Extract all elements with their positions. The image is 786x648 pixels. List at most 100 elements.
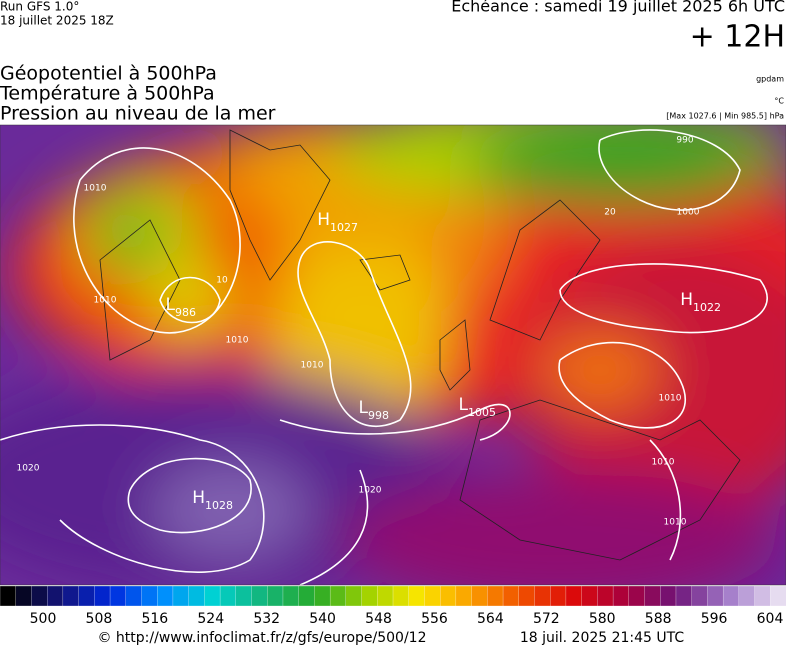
- isobar-label: 1010: [301, 361, 324, 371]
- lead-time: + 12H: [690, 20, 785, 55]
- color-swatch: [738, 585, 756, 607]
- color-swatch: [644, 585, 661, 607]
- isobar-label: 1010: [226, 336, 249, 346]
- isobar-label: 1010: [94, 296, 117, 306]
- color-swatch: [471, 585, 488, 607]
- color-swatch: [157, 585, 174, 607]
- field-label: Température à 500hPa: [0, 83, 215, 105]
- color-swatch: [62, 585, 80, 607]
- center-value: 998: [368, 409, 389, 422]
- color-swatch: [188, 585, 206, 607]
- color-swatch: [440, 585, 457, 607]
- colorbar-tick: 604: [757, 611, 784, 627]
- color-swatch: [282, 585, 300, 607]
- generated-time: 18 juil. 2025 21:45 UTC: [520, 630, 685, 646]
- center-letter: L: [459, 395, 469, 415]
- color-swatch: [424, 585, 441, 607]
- color-swatch: [597, 585, 614, 607]
- color-swatch: [518, 585, 536, 607]
- color-swatch: [298, 585, 316, 607]
- color-swatch: [770, 585, 786, 607]
- unit-label: gpdam: [756, 75, 784, 84]
- color-swatch: [628, 585, 646, 607]
- color-swatch: [204, 585, 221, 607]
- color-swatch: [377, 585, 394, 607]
- color-swatch: [251, 585, 268, 607]
- color-swatch: [754, 585, 771, 607]
- color-swatch: [125, 585, 143, 607]
- run-date: 18 juillet 2025 18Z: [0, 14, 114, 28]
- color-swatch: [172, 585, 190, 607]
- color-swatch: [722, 585, 740, 607]
- center-letter: H: [192, 488, 205, 508]
- color-swatch: [408, 585, 426, 607]
- colorbar-tick: 548: [365, 611, 392, 627]
- center-value: 986: [175, 306, 196, 319]
- isobar-label: 1010: [659, 394, 682, 404]
- colorbar-tick: 564: [477, 611, 504, 627]
- color-swatch: [581, 585, 599, 607]
- color-swatch: [0, 585, 17, 607]
- center-value: 1005: [468, 406, 496, 419]
- isobar-label: 20: [604, 208, 616, 218]
- color-swatch: [612, 585, 630, 607]
- center-letter: H: [317, 210, 330, 230]
- isobar-label: 1010: [652, 458, 675, 468]
- color-swatch: [707, 585, 724, 607]
- colorbar-tick: 532: [253, 611, 280, 627]
- color-swatch: [361, 585, 378, 607]
- field-label: Géopotentiel à 500hPa: [0, 63, 217, 85]
- colorbar-tick: 572: [533, 611, 560, 627]
- color-swatch: [675, 585, 693, 607]
- source-url: © http://www.infoclimat.fr/z/gfs/europe/…: [97, 630, 426, 646]
- isobar-label: 1020: [359, 486, 382, 496]
- color-swatch: [47, 585, 64, 607]
- color-swatch: [660, 585, 677, 607]
- colorbar-tick: 508: [86, 611, 113, 627]
- unit-label: [Max 1027.6 | Min 985.5] hPa: [666, 112, 784, 121]
- center-value: 1028: [205, 499, 233, 512]
- color-swatch: [565, 585, 583, 607]
- color-swatch: [455, 585, 473, 607]
- center-letter: L: [166, 295, 176, 315]
- isobar-label: 1000: [677, 208, 700, 218]
- isobar-label: 1010: [664, 518, 687, 528]
- colorbar-tick: 596: [701, 611, 728, 627]
- color-swatch: [392, 585, 410, 607]
- color-swatch: [314, 585, 331, 607]
- colorbar-tick: 500: [30, 611, 57, 627]
- center-value: 1027: [330, 221, 358, 234]
- color-swatch: [109, 585, 127, 607]
- isobar-label: 1020: [17, 464, 40, 474]
- center-value: 1022: [693, 301, 721, 314]
- center-letter: L: [359, 398, 369, 418]
- isobar-label: 10: [216, 276, 228, 286]
- color-swatch: [15, 585, 33, 607]
- colorbar-tick: 588: [645, 611, 672, 627]
- colorbar-tick: 540: [309, 611, 336, 627]
- valid-time: Echéance : samedi 19 juillet 2025 6h UTC: [451, 0, 785, 16]
- color-swatch: [141, 585, 158, 607]
- color-swatch: [329, 585, 347, 607]
- isobar-label: 990: [676, 136, 693, 146]
- color-swatch: [78, 585, 95, 607]
- color-swatch: [534, 585, 551, 607]
- color-swatch: [267, 585, 284, 607]
- colorbar-tick: 556: [421, 611, 448, 627]
- colorbar-tick: 524: [197, 611, 224, 627]
- isobar-label: 1010: [84, 184, 107, 194]
- run-label: Run GFS 1.0°: [0, 0, 79, 14]
- unit-label: °C: [774, 97, 784, 106]
- color-swatch: [345, 585, 363, 607]
- isobar-labels: 1010101010101010100099010201020101010101…: [17, 136, 700, 528]
- colorbar-tick: 580: [589, 611, 616, 627]
- color-swatch: [487, 585, 504, 607]
- color-swatch: [502, 585, 520, 607]
- map-field: [0, 125, 786, 585]
- colorbar: 500 508 516 524 532 540 548 556 564 572 580 588 596 6…: [0, 585, 786, 627]
- field-label: Pression au niveau de la mer: [0, 103, 276, 125]
- color-swatch: [691, 585, 709, 607]
